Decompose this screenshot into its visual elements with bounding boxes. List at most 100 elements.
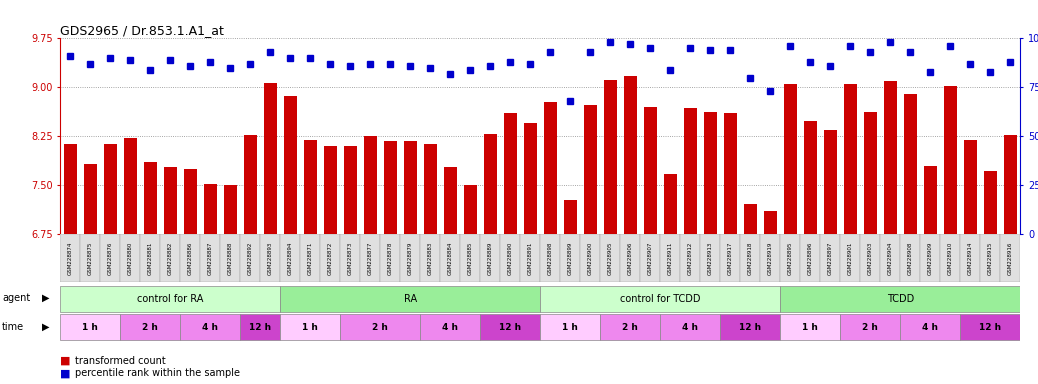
Text: 1 h: 1 h xyxy=(82,323,99,332)
Text: GSM228917: GSM228917 xyxy=(728,242,733,275)
FancyBboxPatch shape xyxy=(280,234,300,282)
Text: GSM228875: GSM228875 xyxy=(87,242,92,275)
FancyBboxPatch shape xyxy=(781,314,841,340)
FancyBboxPatch shape xyxy=(541,314,600,340)
FancyBboxPatch shape xyxy=(600,314,660,340)
Text: TCDD: TCDD xyxy=(886,293,914,304)
FancyBboxPatch shape xyxy=(541,286,781,311)
Text: GSM228871: GSM228871 xyxy=(307,242,312,275)
FancyBboxPatch shape xyxy=(60,286,280,311)
Text: GSM228898: GSM228898 xyxy=(548,242,553,275)
FancyBboxPatch shape xyxy=(160,234,181,282)
Bar xyxy=(424,144,437,234)
Text: GSM228904: GSM228904 xyxy=(887,242,893,275)
Text: GSM228893: GSM228893 xyxy=(268,242,273,275)
Text: GSM228895: GSM228895 xyxy=(788,242,793,275)
Text: ■: ■ xyxy=(60,368,71,378)
FancyBboxPatch shape xyxy=(101,234,120,282)
Bar xyxy=(744,204,757,234)
Bar xyxy=(324,146,336,234)
Text: 12 h: 12 h xyxy=(499,323,521,332)
FancyBboxPatch shape xyxy=(760,234,781,282)
Text: ▶: ▶ xyxy=(42,293,49,303)
FancyBboxPatch shape xyxy=(1001,234,1020,282)
FancyBboxPatch shape xyxy=(940,234,960,282)
FancyBboxPatch shape xyxy=(380,234,401,282)
Bar xyxy=(904,94,917,234)
FancyBboxPatch shape xyxy=(261,234,280,282)
FancyBboxPatch shape xyxy=(701,234,720,282)
Text: GSM228906: GSM228906 xyxy=(628,242,633,275)
Text: control for RA: control for RA xyxy=(137,293,203,304)
FancyBboxPatch shape xyxy=(280,314,340,340)
Text: GSM228892: GSM228892 xyxy=(248,242,252,275)
Bar xyxy=(244,135,256,234)
FancyBboxPatch shape xyxy=(600,234,621,282)
Bar xyxy=(524,123,537,234)
FancyBboxPatch shape xyxy=(181,234,200,282)
Text: GSM228880: GSM228880 xyxy=(128,242,133,275)
Bar xyxy=(203,184,217,234)
Bar xyxy=(304,140,317,234)
Bar xyxy=(344,146,357,234)
FancyBboxPatch shape xyxy=(60,314,120,340)
Text: 1 h: 1 h xyxy=(302,323,319,332)
FancyBboxPatch shape xyxy=(660,234,680,282)
Bar xyxy=(544,102,556,234)
Text: 2 h: 2 h xyxy=(863,323,878,332)
Text: GSM228903: GSM228903 xyxy=(868,242,873,275)
Text: GSM228899: GSM228899 xyxy=(568,242,573,275)
FancyBboxPatch shape xyxy=(980,234,1001,282)
FancyBboxPatch shape xyxy=(140,234,160,282)
FancyBboxPatch shape xyxy=(740,234,760,282)
FancyBboxPatch shape xyxy=(960,314,1020,340)
Text: GSM228878: GSM228878 xyxy=(388,242,392,275)
Text: GSM228905: GSM228905 xyxy=(608,242,612,275)
Text: GSM228886: GSM228886 xyxy=(188,242,193,275)
FancyBboxPatch shape xyxy=(720,234,740,282)
FancyBboxPatch shape xyxy=(781,286,1020,311)
Text: GSM228873: GSM228873 xyxy=(348,242,353,275)
FancyBboxPatch shape xyxy=(580,234,600,282)
Text: GSM228913: GSM228913 xyxy=(708,242,713,275)
FancyBboxPatch shape xyxy=(240,314,280,340)
Bar xyxy=(124,138,137,234)
FancyBboxPatch shape xyxy=(841,314,900,340)
Bar xyxy=(644,107,657,234)
FancyBboxPatch shape xyxy=(921,234,940,282)
FancyBboxPatch shape xyxy=(321,234,340,282)
FancyBboxPatch shape xyxy=(300,234,321,282)
FancyBboxPatch shape xyxy=(360,234,380,282)
FancyBboxPatch shape xyxy=(841,234,861,282)
Text: GSM228919: GSM228919 xyxy=(768,242,773,275)
FancyBboxPatch shape xyxy=(640,234,660,282)
FancyBboxPatch shape xyxy=(680,234,701,282)
Bar xyxy=(924,166,937,234)
FancyBboxPatch shape xyxy=(481,234,500,282)
Bar xyxy=(1004,135,1017,234)
Text: GSM228915: GSM228915 xyxy=(988,242,993,275)
Bar xyxy=(384,141,397,234)
Bar xyxy=(464,185,476,234)
FancyBboxPatch shape xyxy=(280,286,541,311)
Bar xyxy=(564,200,577,234)
Text: GSM228876: GSM228876 xyxy=(108,242,113,275)
Text: agent: agent xyxy=(2,293,30,303)
Text: GSM228894: GSM228894 xyxy=(288,242,293,275)
FancyBboxPatch shape xyxy=(240,234,261,282)
Text: 12 h: 12 h xyxy=(249,323,271,332)
Text: GSM228896: GSM228896 xyxy=(808,242,813,275)
Text: GSM228885: GSM228885 xyxy=(468,242,472,275)
FancyBboxPatch shape xyxy=(520,234,541,282)
Text: GSM228891: GSM228891 xyxy=(527,242,532,275)
FancyBboxPatch shape xyxy=(781,234,800,282)
Text: 2 h: 2 h xyxy=(142,323,158,332)
Text: GSM228884: GSM228884 xyxy=(447,242,453,275)
FancyBboxPatch shape xyxy=(220,234,240,282)
Text: GSM228907: GSM228907 xyxy=(648,242,653,275)
FancyBboxPatch shape xyxy=(80,234,101,282)
Bar xyxy=(684,108,696,234)
FancyBboxPatch shape xyxy=(820,234,841,282)
FancyBboxPatch shape xyxy=(181,314,240,340)
FancyBboxPatch shape xyxy=(420,314,481,340)
